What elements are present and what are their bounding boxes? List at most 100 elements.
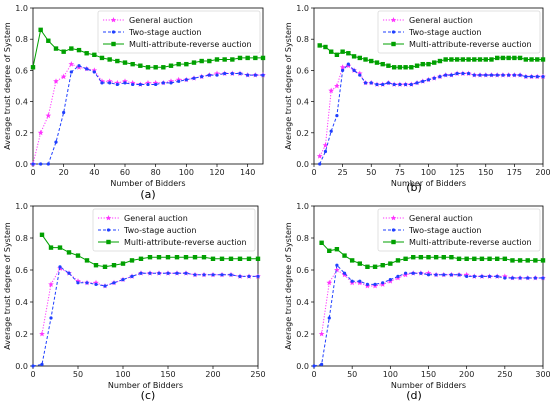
- data-point: [146, 82, 150, 87]
- data-point: [316, 153, 323, 159]
- data-point: [131, 82, 135, 87]
- data-point: [369, 81, 373, 85]
- series-1: [31, 64, 265, 166]
- legend-box: [97, 10, 261, 54]
- series-2: [30, 27, 266, 70]
- data-point: [228, 256, 234, 261]
- data-point: [247, 274, 251, 278]
- series-0: [39, 265, 261, 337]
- legend-box: [92, 208, 256, 252]
- data-point: [31, 162, 35, 166]
- data-point: [454, 57, 460, 62]
- data-point: [438, 75, 442, 79]
- data-point: [501, 273, 508, 279]
- legend-marker: [391, 228, 396, 232]
- data-point: [449, 57, 454, 62]
- data-point: [102, 264, 108, 269]
- legend-label: Two-stage auction: [408, 28, 481, 37]
- data-point: [328, 49, 334, 54]
- chart-panel-0: 0 20 40 60 80 100 120 140 0.0 0.2 0.4 0.6 0.8 1.0 Numb…: [3, 4, 266, 201]
- data-point: [540, 258, 546, 263]
- data-point: [409, 82, 413, 87]
- x-tick-label: 100: [179, 168, 194, 177]
- data-point: [466, 57, 471, 62]
- data-point: [334, 247, 340, 252]
- data-point: [365, 282, 370, 286]
- data-point: [93, 263, 99, 268]
- data-point: [327, 316, 331, 320]
- y-tick-label: 0.6: [15, 266, 28, 275]
- data-point: [220, 273, 224, 277]
- data-point: [230, 57, 235, 62]
- data-point: [210, 256, 216, 261]
- data-point: [342, 271, 347, 275]
- data-point: [165, 255, 171, 260]
- data-point: [346, 62, 350, 66]
- data-point: [75, 278, 81, 284]
- chart-panel-1: 0 25 50 75 100 125 150 175 200 0.0 0.2 0.4 0.6 0.8 1.0…: [284, 4, 550, 194]
- data-point: [214, 70, 220, 76]
- data-point: [166, 271, 170, 275]
- data-point: [62, 110, 66, 115]
- x-tick-label: 100: [115, 370, 130, 379]
- data-point: [461, 71, 465, 76]
- data-point: [512, 73, 516, 77]
- data-point: [487, 256, 492, 261]
- data-point: [115, 82, 119, 87]
- data-point: [145, 79, 151, 86]
- data-point: [426, 78, 431, 82]
- x-tick-label: 300: [535, 370, 550, 379]
- legend-marker: [106, 228, 111, 232]
- data-point: [529, 57, 534, 62]
- data-point: [443, 57, 448, 62]
- series-1: [312, 263, 545, 368]
- chart-panel-3: 0 50 100 150 200 250 300 0.0 0.2 0.4 0.6 0.8 1.0 Numb…: [284, 202, 550, 402]
- data-point: [495, 256, 500, 261]
- data-point: [121, 278, 125, 282]
- data-point: [533, 276, 537, 280]
- data-point: [500, 55, 506, 61]
- data-point: [403, 65, 408, 70]
- data-point: [397, 65, 403, 70]
- data-point: [472, 57, 477, 62]
- y-axis-label: Average trust degree of System: [284, 22, 293, 150]
- y-tick-label: 0.2: [296, 330, 309, 339]
- data-point: [365, 264, 370, 269]
- data-point: [53, 46, 59, 51]
- data-point: [245, 55, 250, 61]
- data-point: [395, 258, 401, 263]
- legend: General auction Two-stage auction Multi-at…: [377, 208, 541, 252]
- data-point: [168, 78, 174, 84]
- data-point: [460, 57, 466, 62]
- data-point: [99, 78, 105, 84]
- legend-marker: [111, 41, 116, 47]
- data-point: [456, 256, 462, 261]
- data-point: [129, 79, 136, 86]
- data-point: [346, 51, 351, 56]
- data-point: [238, 274, 242, 278]
- data-point: [507, 73, 511, 77]
- data-point: [517, 55, 523, 61]
- data-point: [115, 58, 120, 64]
- data-point: [168, 63, 174, 68]
- data-point: [510, 258, 515, 263]
- data-point: [99, 55, 105, 61]
- data-point: [411, 255, 416, 260]
- y-tick-label: 0.2: [15, 330, 28, 339]
- data-point: [67, 271, 71, 275]
- data-point: [526, 276, 530, 280]
- legend-box: [377, 208, 541, 252]
- y-tick-label: 0.8: [15, 35, 28, 44]
- legend-marker: [106, 239, 111, 245]
- data-point: [58, 265, 62, 269]
- data-point: [483, 57, 488, 62]
- data-point: [434, 273, 438, 277]
- data-point: [76, 281, 80, 285]
- data-point: [184, 271, 188, 275]
- series-2: [317, 43, 546, 70]
- data-point: [57, 245, 63, 250]
- plot-frame: [32, 205, 259, 367]
- data-point: [374, 60, 380, 65]
- data-point: [340, 49, 345, 54]
- data-point: [502, 256, 508, 261]
